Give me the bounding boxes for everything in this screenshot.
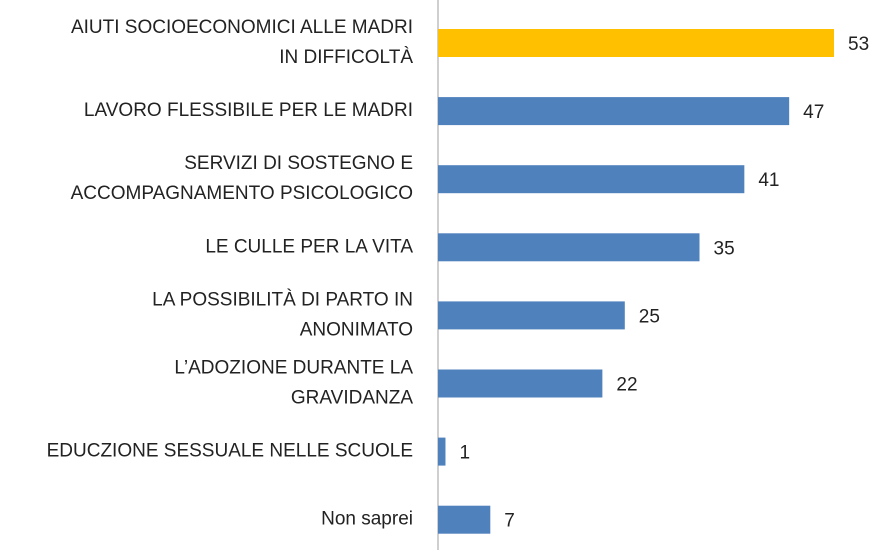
value-label: 41 — [758, 170, 779, 191]
bar — [438, 165, 745, 194]
value-label: 47 — [803, 102, 824, 123]
bar — [438, 505, 491, 534]
bar — [438, 97, 790, 126]
value-label: 53 — [848, 34, 869, 55]
bar — [438, 437, 446, 466]
y-tick-label: GRAVIDANZA — [291, 388, 413, 409]
y-tick-label: ACCOMPAGNAMENTO PSICOLOGICO — [71, 183, 413, 204]
y-tick-label: SERVIZI DI SOSTEGNO E — [184, 153, 413, 174]
y-tick-label: LA POSSIBILITÀ DI PARTO IN — [152, 289, 413, 310]
y-tick-label: Non saprei — [321, 509, 413, 530]
value-label: 7 — [504, 511, 515, 532]
value-label: 25 — [639, 306, 660, 327]
bar — [438, 233, 700, 262]
value-label: 35 — [714, 238, 735, 259]
bar — [438, 369, 603, 398]
value-label: 22 — [616, 375, 637, 396]
y-tick-label: AIUTI SOCIOECONOMICI ALLE MADRI — [71, 17, 413, 38]
y-tick-label: LAVORO FLESSIBILE PER LE MADRI — [84, 100, 413, 121]
bar — [438, 301, 625, 330]
bar — [438, 29, 834, 57]
y-tick-label: L’ADOZIONE DURANTE LA — [174, 358, 413, 379]
y-tick-label: ANONIMATO — [300, 319, 413, 340]
y-tick-label: IN DIFFICOLTÀ — [279, 47, 413, 68]
y-tick-label: EDUCZIONE SESSUALE NELLE SCUOLE — [47, 441, 413, 462]
y-tick-label: LE CULLE PER LA VITA — [205, 236, 413, 257]
value-label: 1 — [459, 443, 470, 464]
